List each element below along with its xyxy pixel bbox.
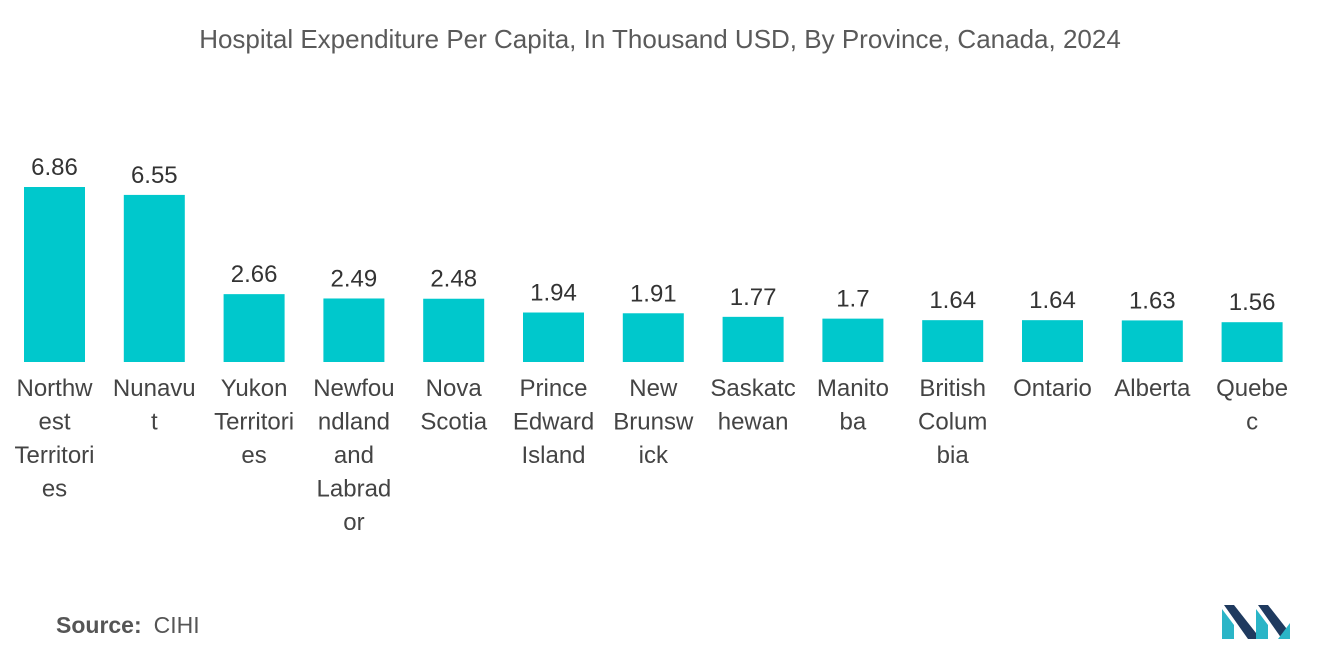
category-label-2: Yukon Territori es: [214, 375, 294, 469]
category-label-0: Northw est Territori es: [14, 375, 94, 503]
bar-9: [922, 320, 984, 362]
category-label-12: Quebe c: [1216, 375, 1288, 436]
value-label-3: 2.49: [331, 265, 378, 292]
value-label-2: 2.66: [231, 261, 278, 288]
value-label-10: 1.64: [1029, 287, 1076, 314]
bar-1: [123, 194, 185, 362]
bar-chart: 6.86 Northw est Territori es 6.55 Nunavu t 2.66 Y…: [14, 154, 1288, 536]
bar-0: [24, 187, 85, 362]
category-label-4: Nova Scotia: [420, 375, 487, 436]
value-label-9: 1.64: [929, 287, 976, 314]
category-label-7: Saskatc hewan: [710, 375, 795, 436]
value-label-5: 1.94: [530, 280, 577, 307]
source-value: CIHI: [153, 612, 200, 638]
bar-7: [722, 316, 784, 362]
bar-11: [1121, 320, 1183, 362]
value-label-11: 1.63: [1129, 287, 1176, 314]
category-label-10: Ontario: [1013, 375, 1092, 402]
bar-6: [622, 313, 684, 362]
value-label-12: 1.56: [1229, 289, 1276, 316]
category-label-8: Manito ba: [817, 375, 889, 436]
value-label-7: 1.77: [730, 284, 777, 311]
bar-12: [1221, 322, 1283, 362]
chart-title: Hospital Expenditure Per Capita, In Thou…: [199, 24, 1121, 54]
bar-8: [822, 318, 884, 362]
bar-10: [1022, 320, 1083, 362]
bar-4: [423, 298, 485, 362]
category-label-1: Nunavu t: [113, 375, 196, 436]
bar-2: [223, 294, 285, 362]
category-label-5: Prince Edward Island: [513, 375, 594, 469]
category-label-6: New Brunsw ick: [613, 375, 694, 469]
value-label-0: 6.86: [31, 154, 78, 181]
value-label-4: 2.48: [430, 266, 477, 293]
bar-5: [523, 312, 584, 362]
value-label-1: 6.55: [131, 162, 178, 189]
category-label-3: Newfou ndland and Labrad or: [313, 375, 394, 536]
brand-logo-icon: [1222, 605, 1290, 639]
source-note: Source: CIHI: [56, 612, 200, 639]
category-label-11: Alberta: [1114, 375, 1191, 402]
value-label-8: 1.7: [836, 286, 869, 313]
value-label-6: 1.91: [630, 280, 677, 307]
source-label: Source:: [56, 612, 142, 638]
bar-3: [323, 298, 385, 362]
category-label-9: British Colum bia: [918, 375, 987, 469]
